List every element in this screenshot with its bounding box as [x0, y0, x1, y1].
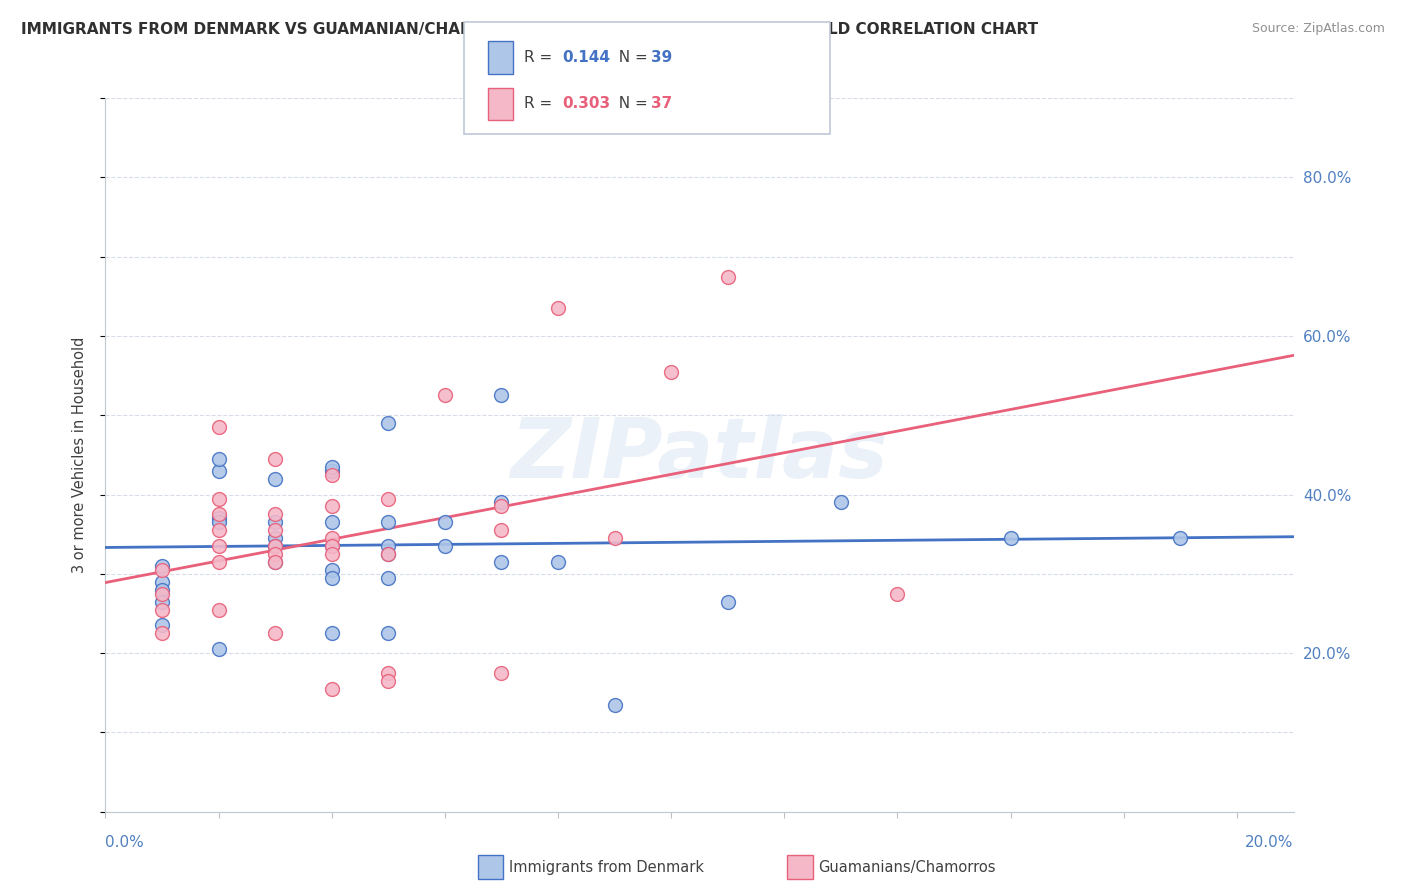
Point — [321, 459, 343, 474]
Text: Immigrants from Denmark: Immigrants from Denmark — [509, 860, 704, 874]
Point — [207, 420, 229, 434]
Point — [491, 500, 513, 514]
Point — [264, 555, 287, 569]
Text: IMMIGRANTS FROM DENMARK VS GUAMANIAN/CHAMORRO 3 OR MORE VEHICLES IN HOUSEHOLD CO: IMMIGRANTS FROM DENMARK VS GUAMANIAN/CHA… — [21, 22, 1038, 37]
Text: 39: 39 — [651, 50, 672, 65]
Point — [150, 618, 173, 632]
Point — [207, 511, 229, 525]
Text: ZIPatlas: ZIPatlas — [510, 415, 889, 495]
Point — [491, 523, 513, 537]
Point — [377, 491, 399, 506]
Point — [321, 467, 343, 482]
Point — [377, 665, 399, 680]
Point — [264, 516, 287, 530]
Point — [150, 582, 173, 597]
Point — [321, 531, 343, 545]
Point — [207, 539, 229, 553]
Text: 0.303: 0.303 — [562, 96, 610, 112]
Text: 0.0%: 0.0% — [105, 836, 145, 850]
Point — [377, 539, 399, 553]
Point — [1000, 531, 1022, 545]
Point — [264, 508, 287, 522]
Point — [207, 516, 229, 530]
Point — [321, 563, 343, 577]
Point — [150, 626, 173, 640]
Point — [150, 563, 173, 577]
Point — [377, 547, 399, 561]
Point — [264, 531, 287, 545]
Point — [603, 698, 626, 712]
Point — [207, 451, 229, 466]
Point — [264, 555, 287, 569]
Point — [321, 626, 343, 640]
Point — [321, 464, 343, 478]
Point — [491, 388, 513, 402]
Point — [886, 587, 908, 601]
Point — [264, 539, 287, 553]
Point — [321, 500, 343, 514]
Point — [321, 681, 343, 696]
Point — [659, 365, 682, 379]
Point — [1170, 531, 1192, 545]
Point — [207, 508, 229, 522]
Point — [321, 571, 343, 585]
Text: R =: R = — [524, 96, 558, 112]
Point — [830, 495, 852, 509]
Point — [377, 416, 399, 430]
Text: Guamanians/Chamorros: Guamanians/Chamorros — [818, 860, 995, 874]
Text: N =: N = — [609, 50, 652, 65]
Point — [547, 555, 569, 569]
Point — [264, 523, 287, 537]
Point — [264, 472, 287, 486]
Point — [377, 626, 399, 640]
Text: N =: N = — [609, 96, 652, 112]
Point — [264, 451, 287, 466]
Text: R =: R = — [524, 50, 558, 65]
Text: 20.0%: 20.0% — [1246, 836, 1294, 850]
Point — [433, 516, 456, 530]
Point — [377, 673, 399, 688]
Point — [264, 547, 287, 561]
Point — [717, 594, 740, 608]
Point — [321, 539, 343, 553]
Point — [207, 555, 229, 569]
Point — [433, 539, 456, 553]
Point — [547, 301, 569, 316]
Point — [491, 495, 513, 509]
Point — [377, 571, 399, 585]
Point — [207, 642, 229, 657]
Point — [207, 464, 229, 478]
Point — [321, 547, 343, 561]
Point — [321, 539, 343, 553]
Point — [207, 602, 229, 616]
Point — [491, 665, 513, 680]
Point — [321, 516, 343, 530]
Point — [207, 491, 229, 506]
Point — [150, 587, 173, 601]
Text: Source: ZipAtlas.com: Source: ZipAtlas.com — [1251, 22, 1385, 36]
Point — [717, 269, 740, 284]
Point — [150, 558, 173, 573]
Point — [603, 531, 626, 545]
Point — [150, 574, 173, 589]
Y-axis label: 3 or more Vehicles in Household: 3 or more Vehicles in Household — [72, 337, 87, 573]
Point — [377, 516, 399, 530]
Point — [207, 523, 229, 537]
Point — [150, 594, 173, 608]
Point — [491, 555, 513, 569]
Point — [377, 547, 399, 561]
Point — [433, 388, 456, 402]
Point — [264, 626, 287, 640]
Point — [264, 539, 287, 553]
Text: 37: 37 — [651, 96, 672, 112]
Point — [150, 602, 173, 616]
Text: 0.144: 0.144 — [562, 50, 610, 65]
